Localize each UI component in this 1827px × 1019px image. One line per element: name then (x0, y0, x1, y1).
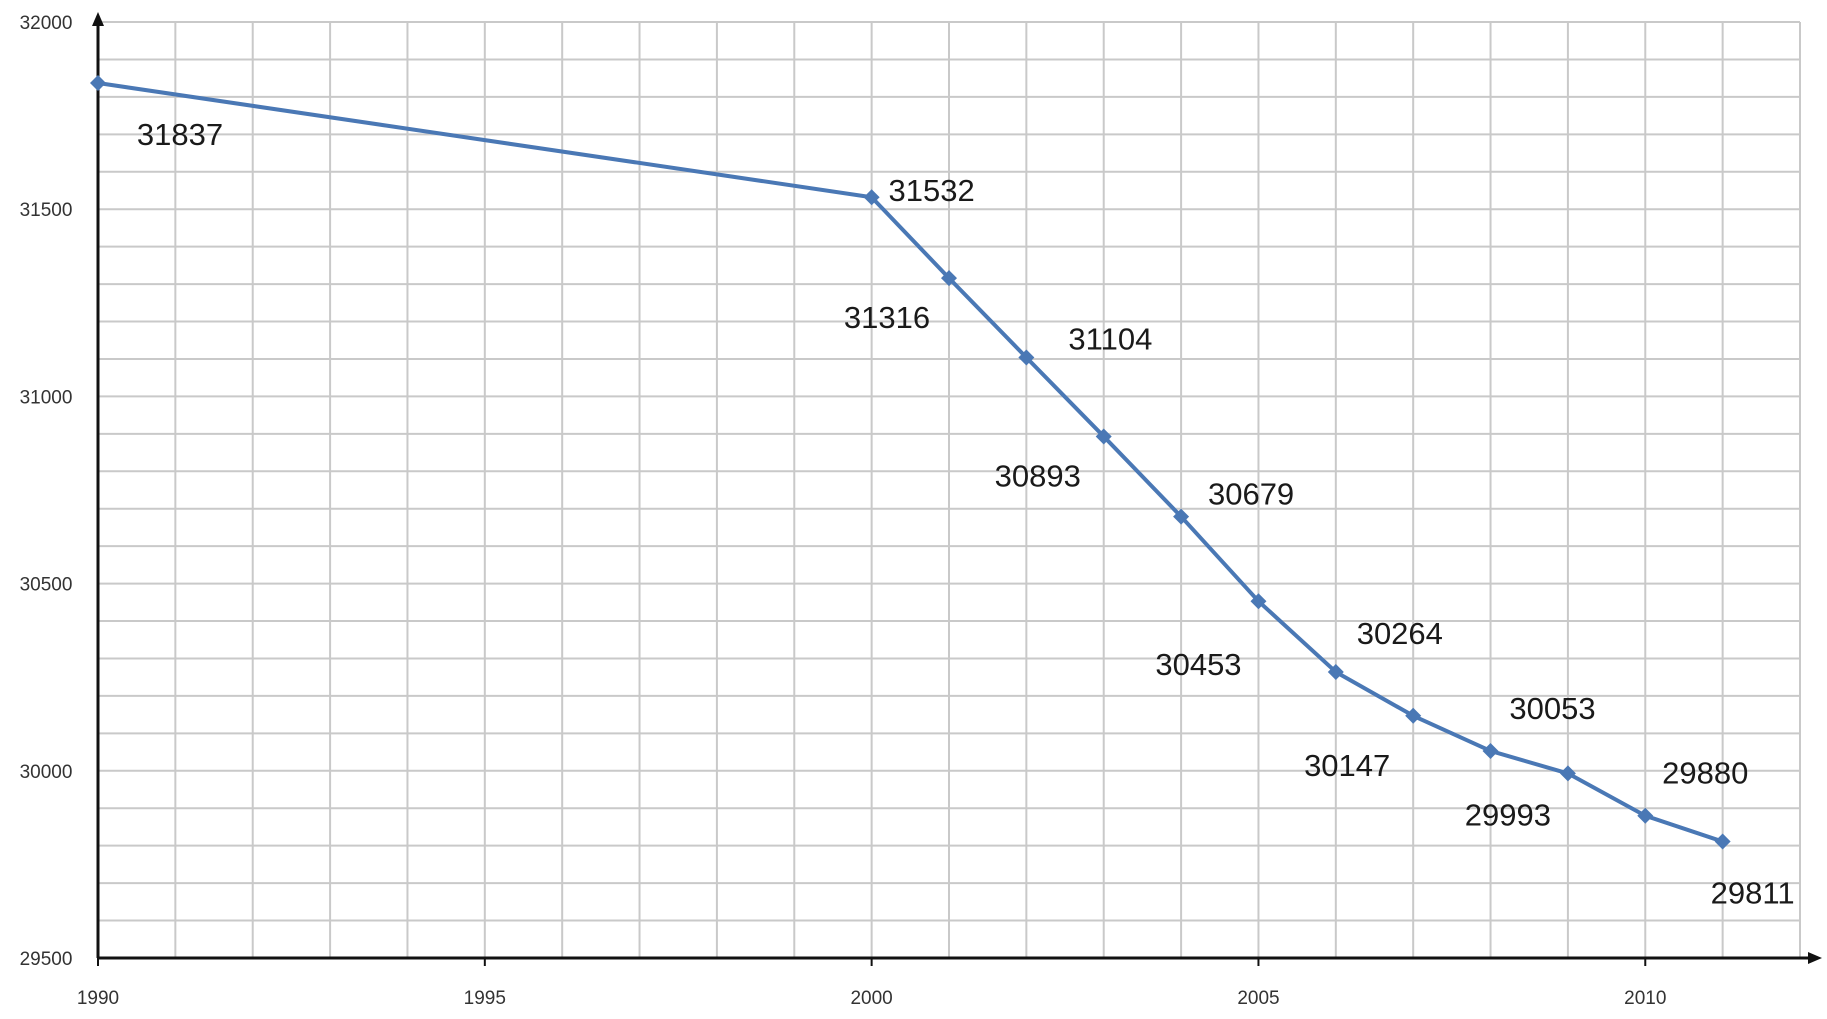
data-label: 30679 (1208, 477, 1294, 512)
data-label: 30453 (1155, 647, 1241, 682)
y-tick-label: 31000 (20, 387, 73, 408)
data-point (1250, 593, 1267, 610)
x-axis-arrow (1808, 952, 1822, 964)
data-label: 29880 (1662, 756, 1748, 791)
data-label: 31316 (844, 300, 930, 335)
data-point (1095, 428, 1112, 445)
data-point (90, 75, 106, 92)
data-label: 31104 (1068, 321, 1152, 356)
x-tick-label: 2005 (1237, 988, 1279, 1009)
series (90, 75, 1731, 850)
tick-labels: 1990 1995 2000 2005 2010 29500 30000 30500 31000… (20, 13, 1667, 1009)
data-label: 30053 (1509, 691, 1595, 726)
data-point (1714, 833, 1731, 850)
data-point (941, 270, 957, 287)
data-point (863, 189, 880, 206)
data-point (1559, 765, 1576, 782)
data-label: 29811 (1711, 876, 1795, 911)
data-point (1173, 508, 1190, 525)
y-axis-arrow (92, 12, 104, 26)
data-label: 30893 (995, 458, 1081, 493)
x-tick-label: 1990 (77, 988, 119, 1009)
data-label: 31837 (137, 117, 223, 152)
data-label: 31532 (889, 173, 975, 208)
y-tick-label: 29500 (20, 949, 73, 970)
data-point (1018, 349, 1035, 366)
data-point (1405, 707, 1422, 724)
x-tick-label: 2000 (850, 988, 892, 1009)
data-label: 29993 (1465, 797, 1551, 832)
x-tick-label: 2010 (1624, 988, 1666, 1009)
grid (98, 21, 1801, 958)
data-point (1637, 807, 1654, 824)
axes (92, 12, 1822, 966)
data-label: 30147 (1304, 748, 1390, 783)
data-point (1327, 663, 1344, 680)
x-tick-label: 1995 (464, 988, 506, 1009)
data-labels: 31837 31532 31316 31104 30893 30679 30453 30264… (137, 117, 1795, 911)
y-tick-label: 32000 (20, 13, 73, 34)
y-tick-label: 30500 (20, 575, 73, 596)
data-label: 30264 (1357, 616, 1443, 651)
y-tick-label: 31500 (20, 200, 73, 221)
data-point (1482, 742, 1499, 759)
y-tick-label: 30000 (20, 762, 73, 783)
